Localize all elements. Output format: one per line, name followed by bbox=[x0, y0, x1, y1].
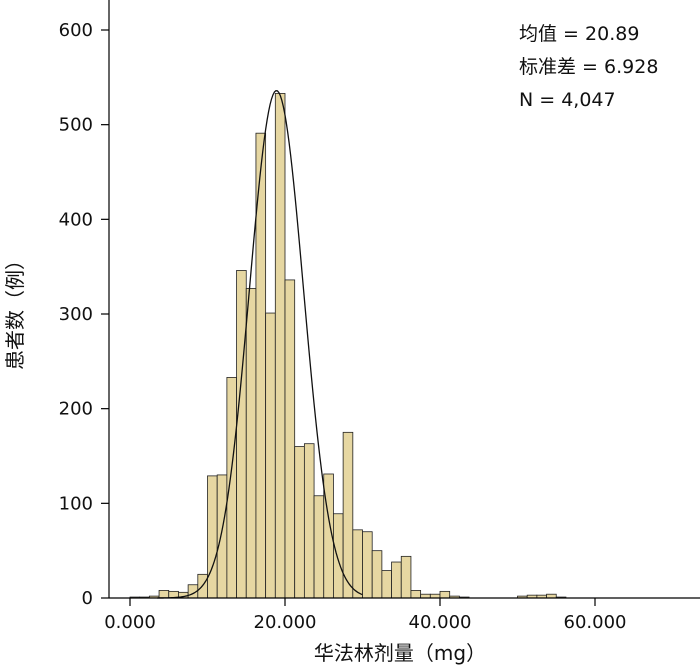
histogram-bar bbox=[400, 555, 412, 599]
histogram-bar bbox=[216, 474, 228, 599]
histogram-bar bbox=[381, 570, 392, 599]
x-axis-ticks: 0.000 20.000 40.000 60.000 bbox=[104, 598, 626, 633]
histogram-bar bbox=[245, 288, 257, 599]
y-axis-title: 患者数（例） bbox=[3, 250, 27, 370]
x-tick-label: 60.000 bbox=[564, 612, 627, 633]
histogram-bar bbox=[158, 590, 170, 599]
stats-sd: 标准差 = 6.928 bbox=[519, 56, 658, 78]
stats-sd-value: 6.928 bbox=[604, 56, 658, 78]
stats-sd-label: 标准差 bbox=[519, 56, 576, 78]
y-tick-label: 300 bbox=[59, 304, 93, 325]
y-tick-label: 400 bbox=[59, 209, 93, 230]
histogram-bar bbox=[265, 312, 276, 599]
histogram-bar bbox=[333, 513, 344, 599]
x-tick-label: 20.000 bbox=[254, 612, 317, 633]
histogram-bar bbox=[439, 590, 451, 599]
stats-n-eq: = bbox=[533, 89, 561, 111]
x-tick-label: 0.000 bbox=[104, 612, 156, 633]
histogram-bar bbox=[207, 475, 218, 599]
histogram-bar bbox=[342, 431, 354, 599]
stats-mean-label: 均值 bbox=[519, 23, 557, 45]
normal-curve bbox=[157, 89, 363, 599]
histogram-bar bbox=[284, 279, 296, 599]
y-tick-label: 200 bbox=[59, 399, 93, 420]
bar-group bbox=[129, 93, 567, 599]
histogram-bar bbox=[274, 93, 286, 599]
x-tick-label: 40.000 bbox=[409, 612, 472, 633]
histogram-bar bbox=[352, 529, 363, 599]
stats-n: N = 4,047 bbox=[519, 89, 616, 111]
y-tick-label: 500 bbox=[59, 115, 93, 136]
stats-mean-eq: = bbox=[557, 23, 585, 45]
y-tick-label: 100 bbox=[59, 493, 93, 514]
histogram-bar bbox=[303, 443, 315, 599]
stats-sd-eq: = bbox=[576, 56, 604, 78]
histogram-bar bbox=[410, 590, 422, 599]
stats-n-value: 4,047 bbox=[561, 89, 615, 111]
x-axis-title: 华法林剂量（mg） bbox=[314, 641, 486, 665]
stats-n-label: N bbox=[519, 89, 533, 111]
histogram-bar bbox=[226, 377, 237, 599]
stats-box: 均值 = 20.89 标准差 = 6.928 N = 4,047 bbox=[519, 23, 658, 111]
histogram-bar bbox=[294, 446, 305, 599]
histogram-bar bbox=[236, 270, 247, 599]
histogram-bar bbox=[391, 561, 402, 599]
histogram-bar bbox=[371, 550, 383, 599]
stats-mean-value: 20.89 bbox=[585, 23, 639, 45]
stats-mean: 均值 = 20.89 bbox=[519, 23, 639, 45]
y-tick-label: 0 bbox=[82, 588, 93, 609]
histogram-bar bbox=[313, 495, 325, 599]
histogram-bar bbox=[362, 531, 373, 599]
y-axis-ticks: 0 100 200 300 400 500 600 bbox=[59, 20, 109, 609]
y-tick-label: 600 bbox=[59, 20, 93, 41]
